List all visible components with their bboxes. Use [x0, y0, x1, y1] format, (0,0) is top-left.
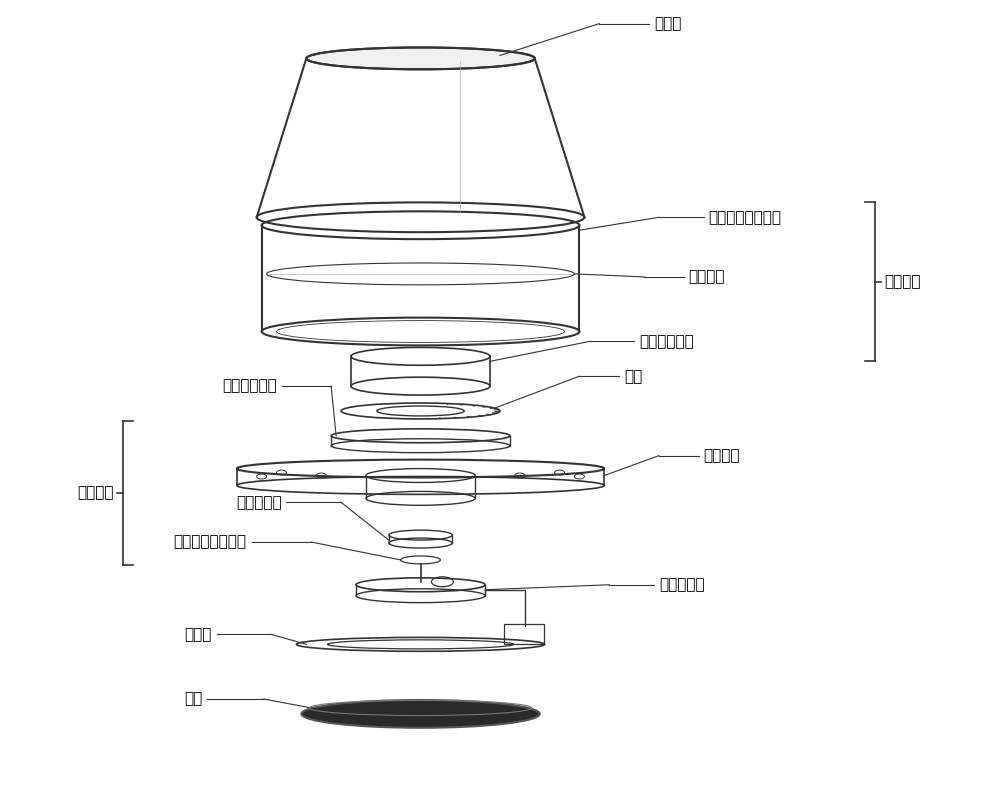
- Text: 霏尔传感器: 霏尔传感器: [236, 495, 282, 510]
- Text: 后盖: 后盖: [184, 692, 202, 706]
- Text: 第二无线通信装置: 第二无线通信装置: [709, 210, 782, 225]
- Text: 轴承: 轴承: [624, 369, 642, 384]
- Text: 电机转子组件: 电机转子组件: [639, 334, 694, 349]
- Text: 雷达天线: 雷达天线: [689, 269, 725, 285]
- Ellipse shape: [301, 700, 540, 727]
- Text: 主体支架: 主体支架: [704, 448, 740, 463]
- Ellipse shape: [306, 48, 535, 69]
- Text: 第一无线通信装置: 第一无线通信装置: [174, 534, 247, 550]
- Text: 第一部件: 第一部件: [77, 486, 114, 500]
- Text: 雷达罩: 雷达罩: [654, 16, 681, 31]
- Text: 通信连接器: 通信连接器: [659, 577, 705, 592]
- Text: 第二部件: 第二部件: [884, 274, 921, 290]
- Text: 电机定子组件: 电机定子组件: [222, 379, 277, 393]
- Text: 密封圈: 密封圈: [185, 627, 212, 642]
